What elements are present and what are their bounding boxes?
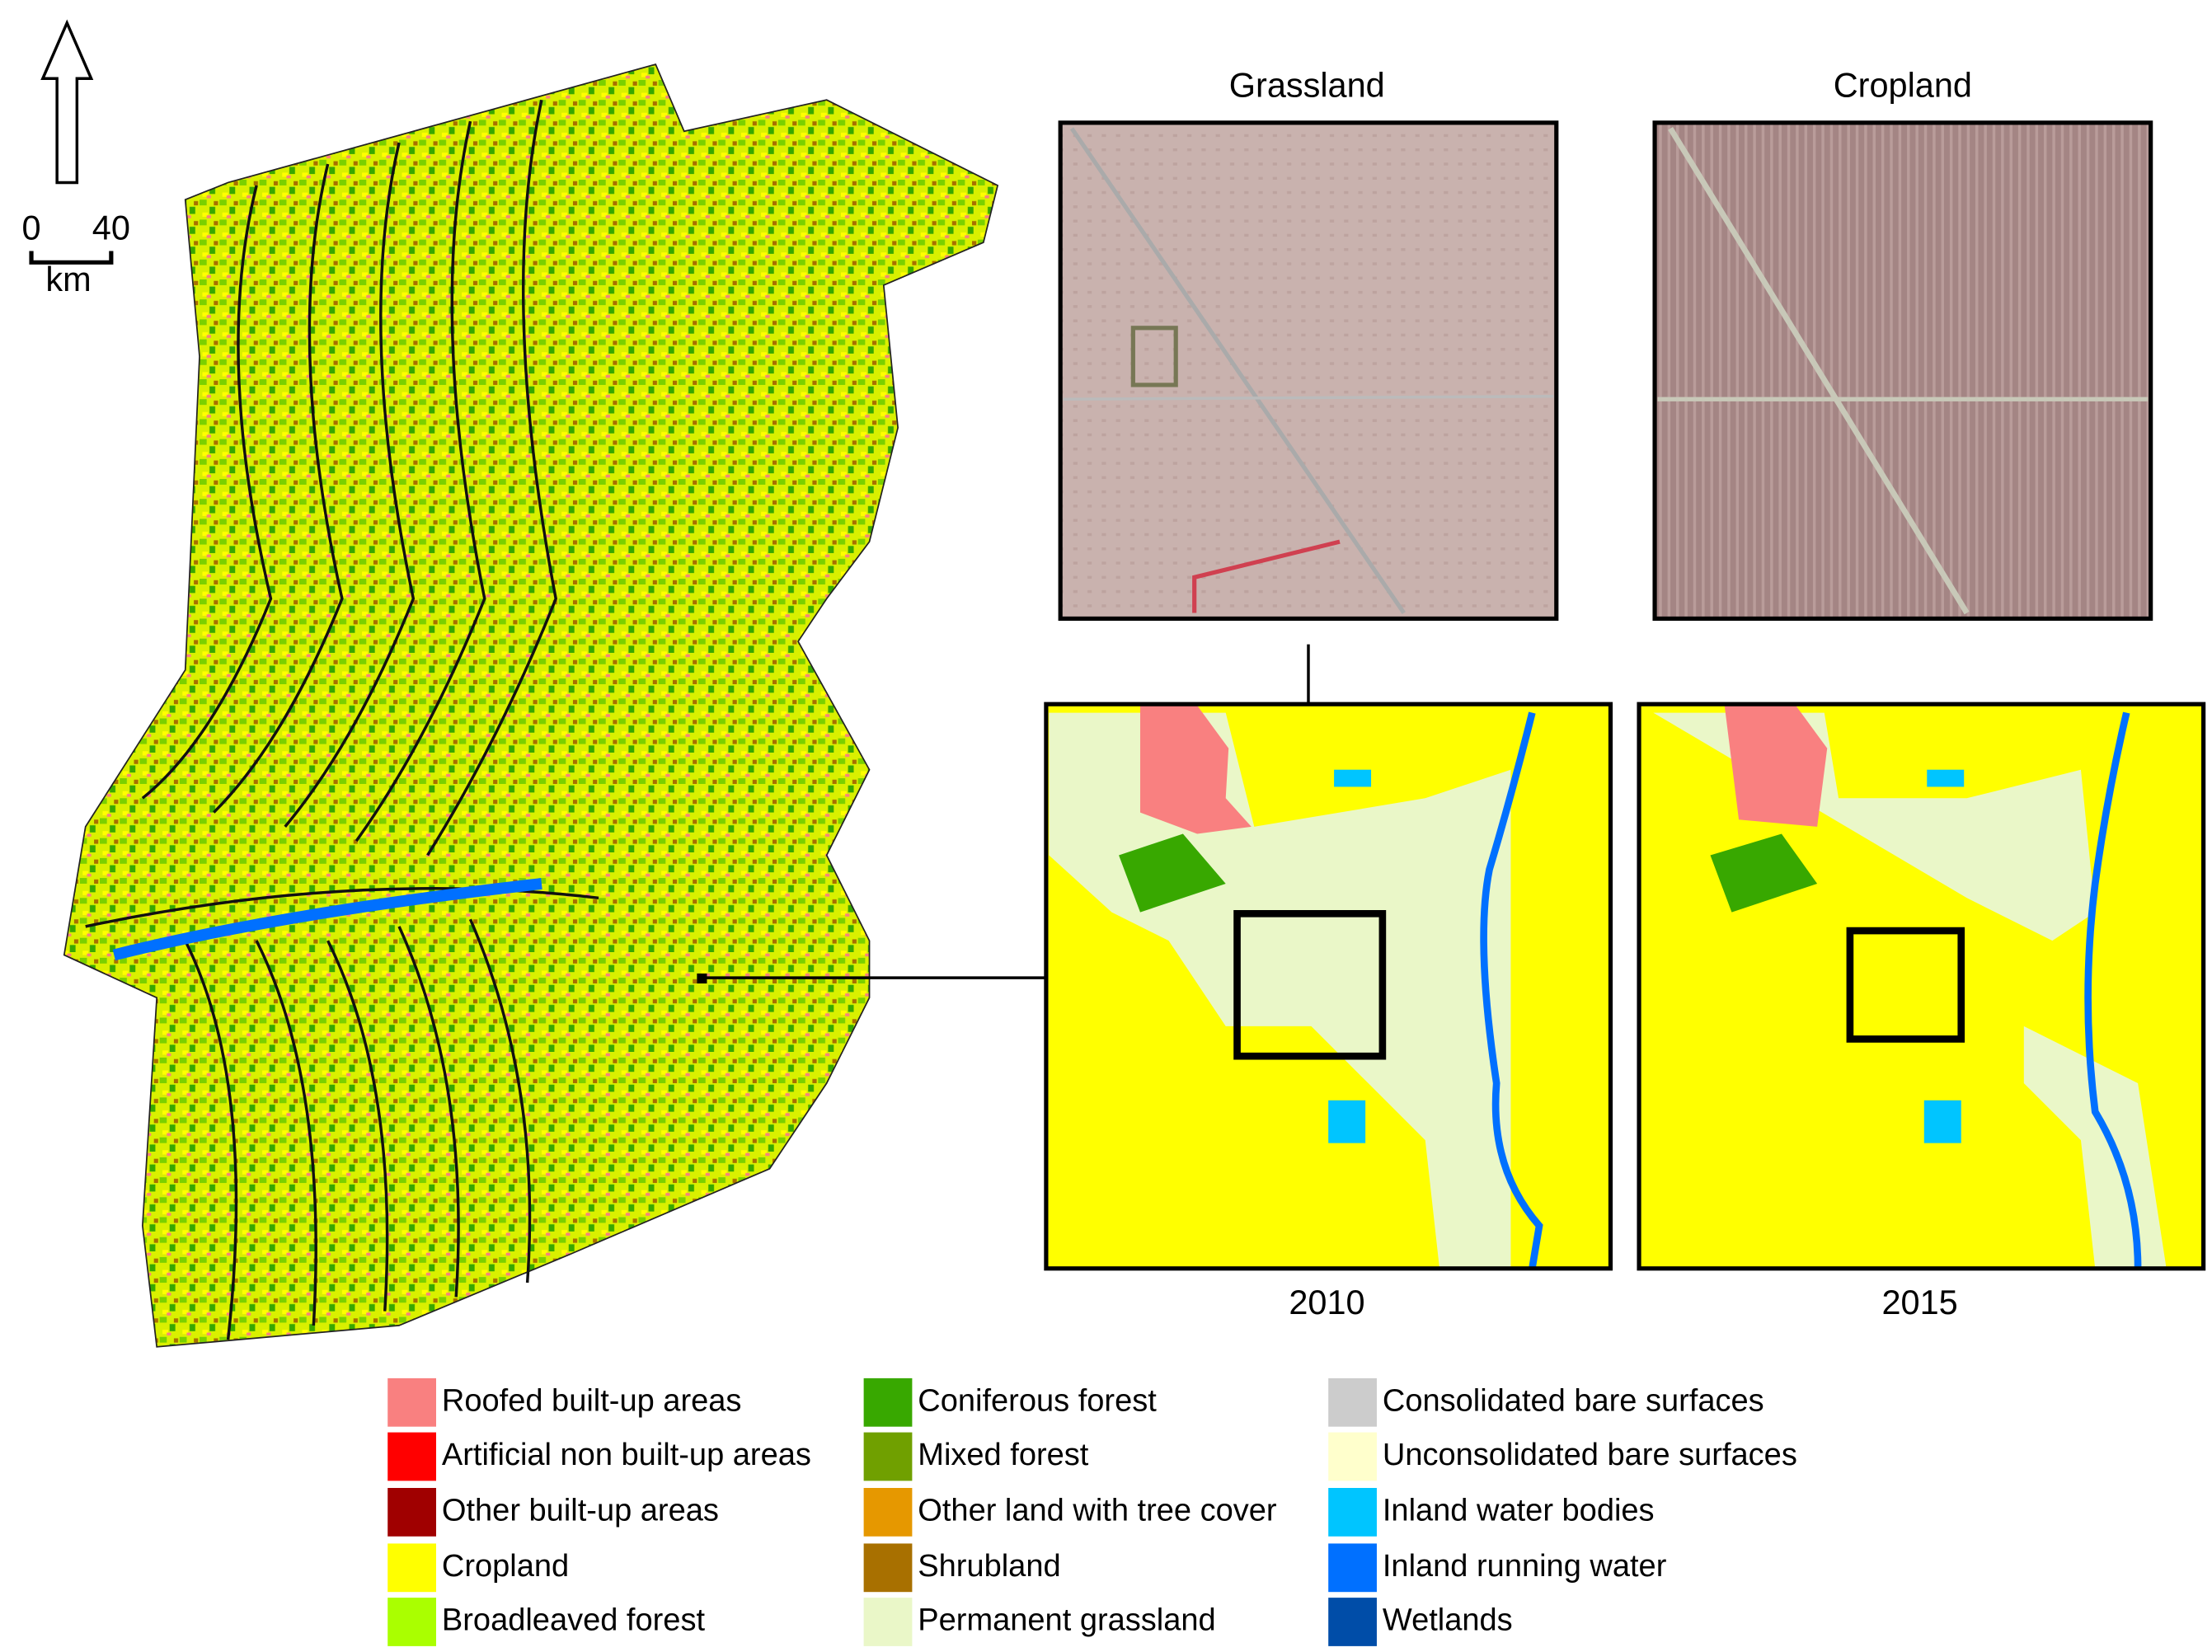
north-arrow <box>40 19 94 185</box>
aerial-image <box>1058 120 1559 622</box>
classified-map-2010 <box>1044 702 1613 1271</box>
classified-map-2015 <box>1637 702 2206 1271</box>
legend-label: Permanent grassland <box>918 1603 1215 1638</box>
legend-label: Other land with tree cover <box>918 1493 1277 1528</box>
legend-swatch <box>863 1432 913 1481</box>
map-year: 2015 <box>1881 1283 1957 1321</box>
legend-swatch <box>1328 1598 1377 1646</box>
legend-label: Other built-up areas <box>442 1493 719 1528</box>
legend-label: Mixed forest <box>918 1438 1088 1472</box>
legend-swatch <box>387 1377 436 1427</box>
location-marker <box>697 973 707 984</box>
legend-swatch <box>387 1543 436 1593</box>
legend-swatch <box>1328 1543 1377 1593</box>
panel-title: Grassland <box>1229 66 1385 105</box>
legend-label: Roofed built-up areas <box>442 1383 742 1418</box>
legend-label: Artificial non built-up areas <box>442 1438 811 1472</box>
legend-swatch <box>863 1487 913 1537</box>
legend-label: Inland running water <box>1383 1549 1667 1584</box>
legend-swatch <box>1328 1432 1377 1481</box>
river <box>112 878 542 961</box>
legend-swatch <box>863 1543 913 1593</box>
legend-label: Coniferous forest <box>918 1383 1157 1418</box>
legend: Roofed built-up areas Artificial non buil… <box>387 1377 1797 1646</box>
legend-label: Unconsolidated bare surfaces <box>1383 1438 1797 1472</box>
legend-swatch <box>863 1377 913 1427</box>
land-cover-map <box>63 63 999 1348</box>
legend-swatch <box>387 1598 436 1646</box>
legend-swatch <box>1328 1377 1377 1427</box>
panel-title: Cropland <box>1834 66 1972 105</box>
legend-swatch <box>863 1598 913 1646</box>
legend-label: Consolidated bare surfaces <box>1383 1383 1764 1418</box>
swath-edges <box>85 99 599 1340</box>
legend-swatch <box>387 1487 436 1537</box>
legend-label: Wetlands <box>1383 1603 1513 1638</box>
legend-label: Shrubland <box>918 1549 1060 1584</box>
scale-end: 40 <box>92 209 130 247</box>
legend-label: Broadleaved forest <box>442 1603 706 1638</box>
scale-start: 0 <box>21 209 40 247</box>
scale-bar <box>29 251 114 265</box>
legend-swatch <box>1328 1487 1377 1537</box>
aerial-image <box>1652 120 2153 622</box>
legend-swatch <box>387 1432 436 1481</box>
legend-label: Inland water bodies <box>1383 1493 1655 1528</box>
scale-unit: km <box>45 260 91 298</box>
legend-label: Cropland <box>442 1549 569 1584</box>
map-year: 2010 <box>1289 1283 1364 1321</box>
